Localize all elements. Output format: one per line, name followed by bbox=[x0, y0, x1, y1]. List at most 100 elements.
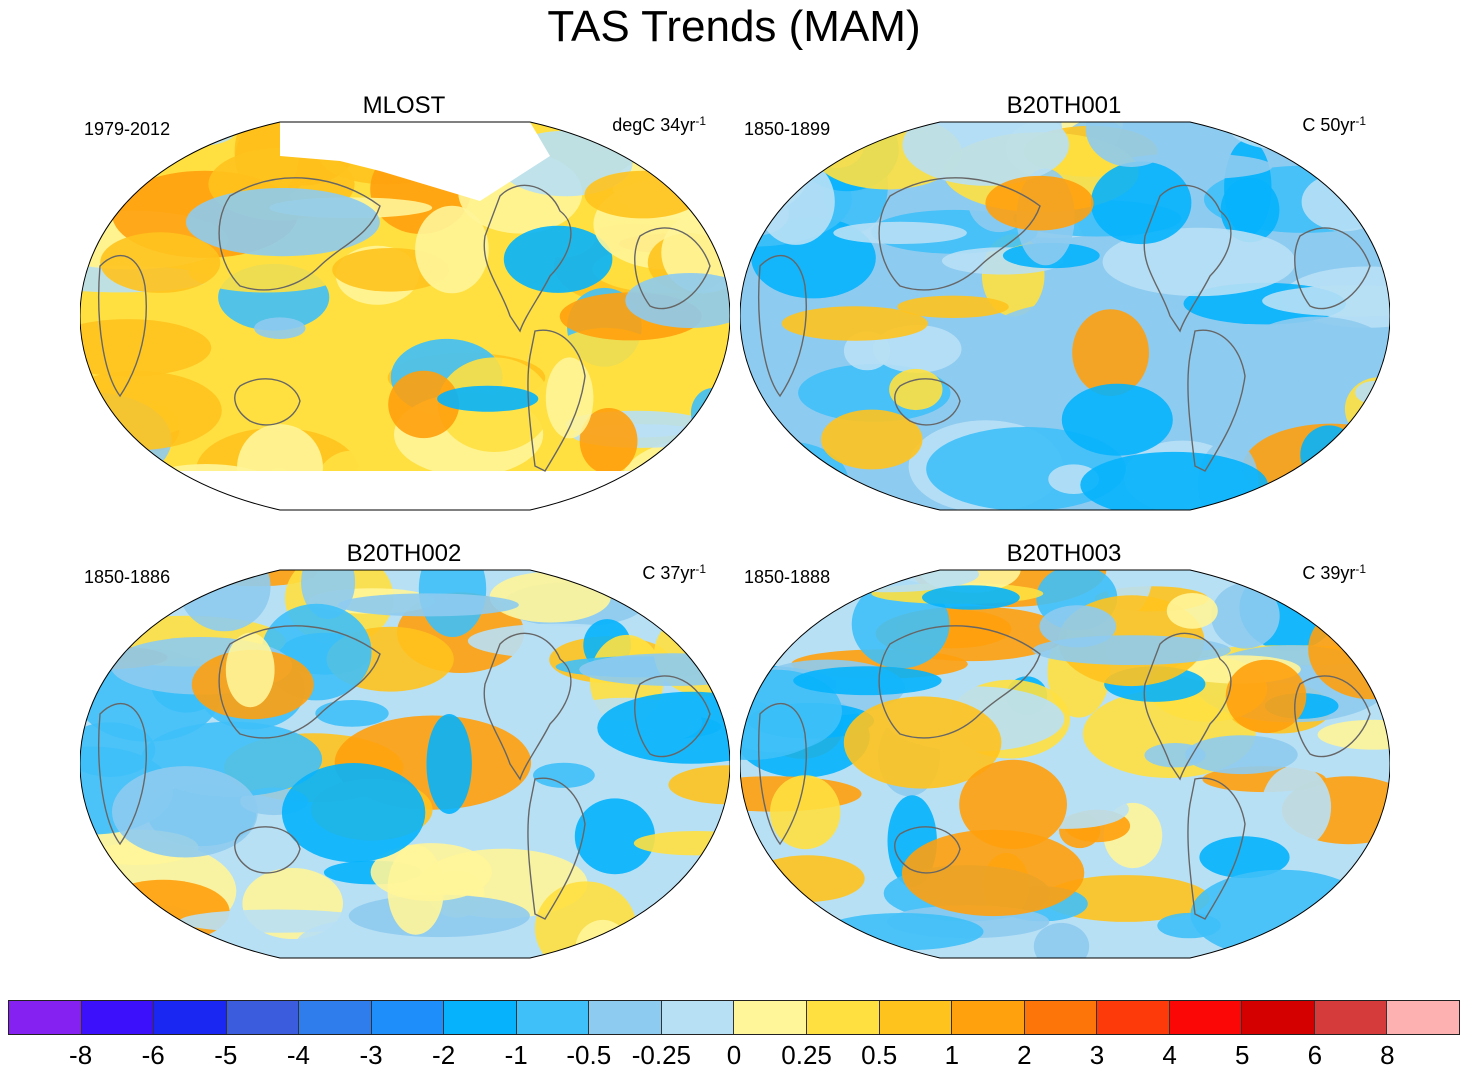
colorbar-tick-label: 5 bbox=[1234, 1040, 1250, 1070]
trend-region bbox=[80, 122, 112, 147]
trend-region bbox=[1225, 659, 1307, 734]
trend-region bbox=[1166, 593, 1218, 629]
panel-period: 1850-1899 bbox=[744, 119, 831, 139]
missing-data-region bbox=[280, 122, 550, 201]
trend-region bbox=[301, 570, 356, 620]
trend-region bbox=[584, 170, 701, 219]
trend-region bbox=[1290, 922, 1390, 958]
colorbar-labels: -8 -6 -5 -4 -3 -2 -1 -0.5 -0.25 0 0.25 0.5 1 2 3 4 5 6 8 bbox=[8, 1040, 1460, 1072]
panel-mlost: MLOST 1979-2012 degC 34yr-1 bbox=[80, 92, 740, 512]
colorbar-box bbox=[299, 1001, 372, 1034]
colorbar-box bbox=[1314, 1001, 1388, 1034]
trend-region bbox=[388, 370, 460, 439]
trend-region bbox=[781, 306, 928, 341]
colorbar-tick-label: -3 bbox=[359, 1040, 383, 1070]
trend-region bbox=[1199, 836, 1290, 879]
colorbar-box bbox=[661, 1001, 735, 1034]
trend-region bbox=[959, 759, 1067, 849]
coastline bbox=[894, 826, 961, 874]
trend-region bbox=[96, 879, 230, 943]
colorbar-tick-label: 0 bbox=[726, 1040, 742, 1070]
colorbar-box bbox=[226, 1001, 300, 1034]
coastline bbox=[234, 826, 301, 874]
trend-region bbox=[793, 666, 942, 696]
trend-region bbox=[901, 829, 1085, 917]
trend-region bbox=[648, 570, 730, 604]
colorbar-box bbox=[589, 1001, 662, 1034]
trend-region bbox=[80, 607, 122, 630]
trend-region bbox=[833, 221, 967, 244]
trend-region bbox=[985, 175, 1094, 231]
panel-units: C 39yr-1 bbox=[1302, 562, 1366, 583]
trend-region bbox=[820, 913, 984, 951]
coastline bbox=[1143, 184, 1232, 333]
colorbar-box bbox=[1242, 1001, 1315, 1034]
coastline bbox=[878, 177, 1041, 291]
trend-region bbox=[112, 766, 258, 858]
coastline bbox=[894, 378, 961, 426]
coastline bbox=[218, 177, 381, 291]
trend-region bbox=[902, 122, 1070, 186]
trend-region bbox=[1300, 425, 1358, 485]
trend-region bbox=[426, 714, 472, 814]
trend-region bbox=[188, 252, 344, 293]
trend-map bbox=[80, 121, 730, 511]
trend-region bbox=[1301, 172, 1387, 232]
colorbar-box bbox=[1169, 1001, 1243, 1034]
colorbar-box bbox=[1097, 1001, 1170, 1034]
trend-region bbox=[281, 763, 426, 863]
trend-region bbox=[1262, 285, 1390, 317]
trend-region bbox=[897, 295, 1009, 318]
coastline bbox=[1294, 675, 1371, 758]
trend-region bbox=[843, 696, 1002, 789]
coastline bbox=[1187, 777, 1246, 920]
trend-region bbox=[545, 357, 594, 439]
colorbar-tick-label: 4 bbox=[1162, 1040, 1177, 1070]
trend-region bbox=[1185, 735, 1298, 775]
trend-region bbox=[225, 632, 275, 708]
colorbar-box bbox=[807, 1001, 880, 1034]
trend-region bbox=[770, 775, 841, 850]
colorbar-box bbox=[154, 1001, 227, 1034]
trend-region bbox=[574, 798, 655, 875]
colorbar-box bbox=[1024, 1001, 1098, 1034]
panel-title: MLOST bbox=[362, 92, 446, 119]
coastline bbox=[218, 625, 381, 739]
trend-region bbox=[1039, 605, 1117, 648]
trend-region bbox=[503, 225, 613, 293]
colorbar-box bbox=[371, 1001, 445, 1034]
trend-region bbox=[922, 585, 1020, 610]
trend-region bbox=[1061, 383, 1173, 456]
coastline bbox=[1294, 227, 1371, 310]
panel-title: B20TH002 bbox=[346, 540, 462, 567]
coastline bbox=[234, 378, 301, 426]
panel-units: degC 34yr-1 bbox=[612, 114, 706, 135]
trend-map bbox=[740, 569, 1390, 959]
colorbar-box bbox=[444, 1001, 517, 1034]
panel-period: 1979-2012 bbox=[84, 119, 171, 139]
coastline bbox=[758, 255, 807, 398]
trend-region bbox=[186, 188, 380, 257]
panel-period: 1850-1886 bbox=[84, 567, 171, 587]
colorbar-tick-label: -2 bbox=[432, 1040, 456, 1070]
panel-units: C 37yr-1 bbox=[642, 562, 706, 583]
trend-region bbox=[156, 122, 235, 147]
coastline bbox=[483, 184, 572, 333]
colorbar-tick-label: -5 bbox=[214, 1040, 238, 1070]
trend-region bbox=[623, 122, 730, 146]
trend-region bbox=[1220, 177, 1280, 243]
trend-region bbox=[315, 700, 389, 727]
trend-region bbox=[750, 855, 865, 902]
trend-region bbox=[740, 122, 838, 170]
trend-region bbox=[80, 594, 130, 634]
coastline bbox=[98, 255, 147, 398]
trend-region bbox=[387, 844, 444, 935]
trend-region bbox=[489, 571, 611, 623]
colorbar-tick-label: 6 bbox=[1307, 1040, 1323, 1070]
colorbar-tick-label: -8 bbox=[69, 1040, 93, 1070]
coastline bbox=[878, 625, 1041, 739]
colorbar-box bbox=[9, 1001, 82, 1034]
colorbar-tick-label: 2 bbox=[1017, 1040, 1032, 1070]
colorbar-box bbox=[879, 1001, 953, 1034]
colorbar-tick-label: 0.5 bbox=[861, 1040, 898, 1070]
